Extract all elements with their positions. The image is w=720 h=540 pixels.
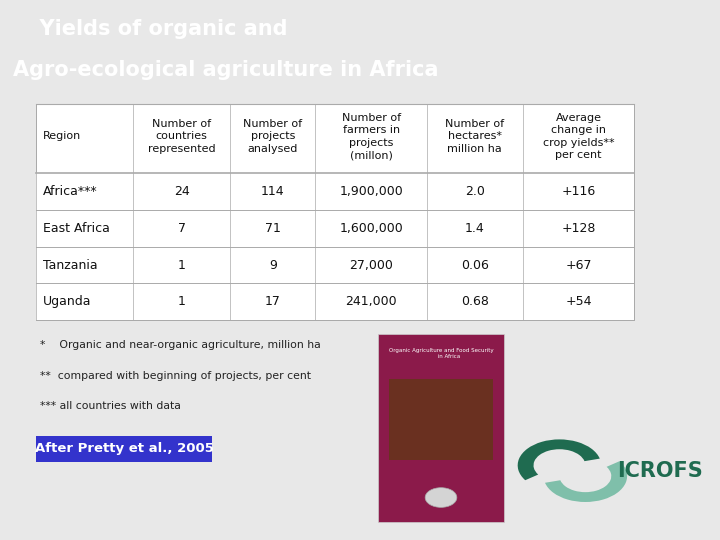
Wedge shape [545, 461, 627, 502]
FancyBboxPatch shape [36, 247, 634, 284]
Circle shape [426, 488, 457, 508]
Text: +67: +67 [565, 259, 592, 272]
Text: 1: 1 [178, 259, 186, 272]
Text: 0.06: 0.06 [461, 259, 489, 272]
Text: Number of
projects
analysed: Number of projects analysed [243, 119, 302, 154]
FancyBboxPatch shape [389, 379, 493, 460]
Text: 114: 114 [261, 185, 284, 198]
Text: 7: 7 [178, 222, 186, 235]
Text: 24: 24 [174, 185, 189, 198]
Text: Organic Agriculture and Food Security
         in Africa: Organic Agriculture and Food Security in… [389, 348, 493, 359]
FancyBboxPatch shape [36, 284, 634, 320]
Text: 71: 71 [265, 222, 281, 235]
Text: Average
change in
crop yields**
per cent: Average change in crop yields** per cent [543, 113, 614, 160]
FancyBboxPatch shape [36, 104, 634, 320]
FancyBboxPatch shape [36, 173, 634, 210]
Text: 0.68: 0.68 [461, 295, 489, 308]
Text: Uganda: Uganda [43, 295, 91, 308]
Text: Number of
farmers in
projects
(millon): Number of farmers in projects (millon) [341, 113, 401, 160]
Text: Number of
hectares*
million ha: Number of hectares* million ha [445, 119, 505, 154]
Text: 27,000: 27,000 [349, 259, 393, 272]
Text: 1: 1 [178, 295, 186, 308]
Text: +116: +116 [562, 185, 595, 198]
Text: Yields of organic and: Yields of organic and [25, 18, 288, 38]
Wedge shape [518, 440, 600, 480]
Text: 2.0: 2.0 [465, 185, 485, 198]
Text: *** all countries with data: *** all countries with data [40, 401, 181, 411]
FancyBboxPatch shape [36, 436, 212, 462]
Text: Tanzania: Tanzania [43, 259, 98, 272]
FancyBboxPatch shape [36, 210, 634, 247]
Text: 9: 9 [269, 259, 276, 272]
Text: 17: 17 [265, 295, 281, 308]
Text: 1.4: 1.4 [465, 222, 485, 235]
FancyBboxPatch shape [378, 334, 504, 522]
Text: 1,600,000: 1,600,000 [339, 222, 403, 235]
Text: **  compared with beginning of projects, per cent: ** compared with beginning of projects, … [40, 370, 310, 381]
Text: 1,900,000: 1,900,000 [339, 185, 403, 198]
Text: Agro-ecological agriculture in Africa: Agro-ecological agriculture in Africa [13, 60, 438, 80]
Text: After Pretty et al., 2005: After Pretty et al., 2005 [35, 442, 214, 455]
Text: +128: +128 [562, 222, 595, 235]
Text: +54: +54 [565, 295, 592, 308]
Text: Region: Region [43, 131, 81, 141]
Text: ICROFS: ICROFS [617, 461, 703, 481]
Text: 241,000: 241,000 [346, 295, 397, 308]
Text: Number of
countries
represented: Number of countries represented [148, 119, 215, 154]
Text: *    Organic and near-organic agriculture, million ha: * Organic and near-organic agriculture, … [40, 340, 320, 350]
Text: East Africa: East Africa [43, 222, 110, 235]
Text: Africa***: Africa*** [43, 185, 98, 198]
